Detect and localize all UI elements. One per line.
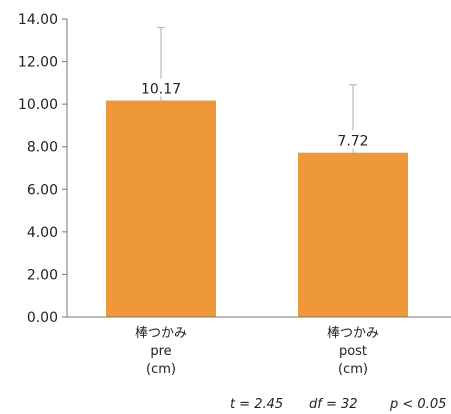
bar [106, 100, 216, 317]
x-category-label: (cm) [338, 362, 368, 377]
value-label-bg [139, 78, 183, 97]
y-tick-label: 0.00 [27, 310, 58, 326]
value-label-bg [331, 130, 375, 149]
value-label: 7.72 [337, 134, 368, 150]
y-tick-label: 2.00 [27, 267, 58, 283]
y-tick-label: 4.00 [27, 225, 58, 241]
stat-t: t = 2.45 [230, 397, 283, 412]
value-labels: 10.17 7.72 [139, 78, 375, 150]
y-axis: 0.00 2.00 4.00 6.00 8.00 10.00 12.00 14.00 [18, 12, 68, 326]
bar [298, 152, 408, 317]
value-label: 10.17 [141, 82, 181, 98]
x-category-label: pre [150, 344, 171, 359]
y-tick-label: 10.00 [18, 97, 58, 113]
x-category-label: 棒つかみ [135, 326, 187, 341]
x-axis: 棒つかみ pre (cm) 棒つかみ post (cm) [67, 316, 451, 377]
stat-p: p < 0.05 [389, 397, 446, 412]
y-tick-label: 6.00 [27, 182, 58, 198]
stat-df: df = 32 [309, 397, 358, 412]
bars [106, 100, 408, 317]
stats-annotation: t = 2.45 df = 32 p < 0.05 [230, 397, 446, 412]
x-category-label: 棒つかみ [327, 326, 379, 341]
y-tick-label: 12.00 [18, 55, 58, 71]
y-tick-label: 14.00 [18, 12, 58, 28]
x-category-label: post [339, 344, 367, 359]
x-category-label: (cm) [146, 362, 176, 377]
y-tick-label: 8.00 [27, 140, 58, 156]
